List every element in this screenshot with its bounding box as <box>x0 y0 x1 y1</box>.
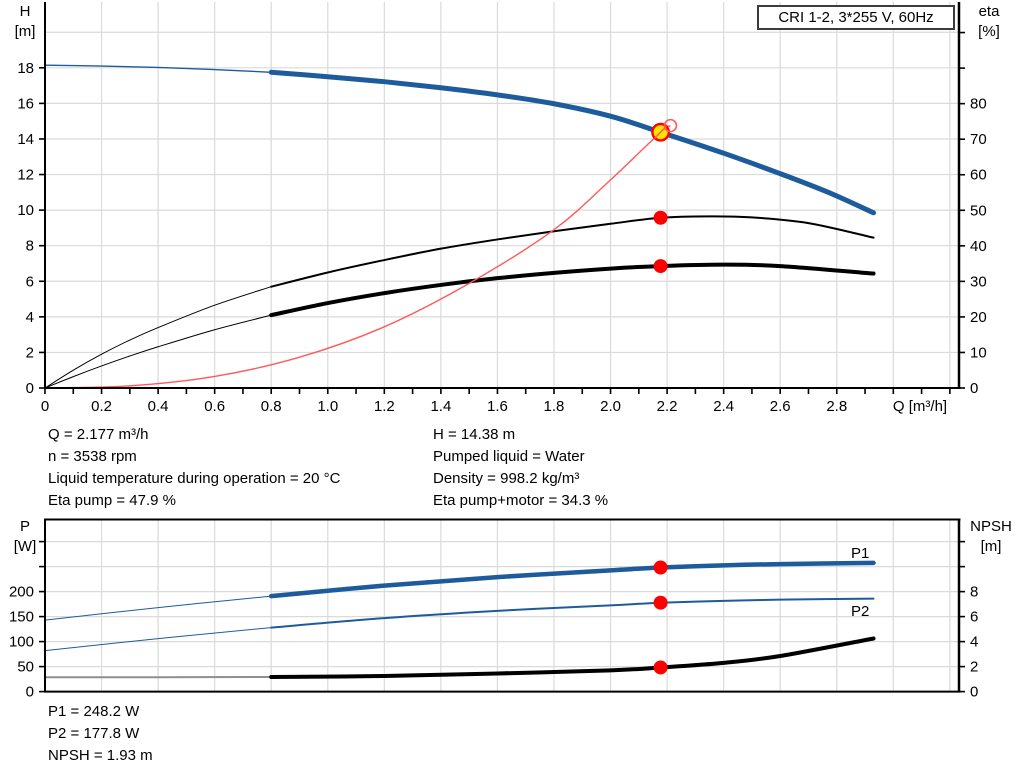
y-left-tick-label: 50 <box>17 659 34 676</box>
pump-head-curve-thin <box>44 64 272 73</box>
p2-curve-label: P2 <box>851 603 869 620</box>
duty-dot-p1 <box>653 560 668 575</box>
h-axis-title-line2: [m] <box>14 23 36 40</box>
h-axis-title: H [m] <box>6 2 44 42</box>
h-axis-title-line1: H <box>19 3 31 20</box>
annotation-n: n = 3538 rpm <box>48 448 137 465</box>
system-curve-end-marker <box>663 118 678 133</box>
y-right-tick-label: 30 <box>970 273 987 290</box>
x-tick-label: 1.4 <box>430 398 451 415</box>
y-right-tick-label: 50 <box>970 202 987 219</box>
y-right-tick-label: 6 <box>970 609 978 626</box>
annotation-p2: P2 = 177.8 W <box>48 725 140 742</box>
y-right-tick-label: 8 <box>970 584 978 601</box>
y-left-tick-label: 150 <box>9 609 34 626</box>
y-left-tick-label: 200 <box>9 584 34 601</box>
power-npsh-chart: 0 50 100 150 200 0 2 4 6 8 P1 P2 <box>9 518 978 701</box>
eta-pump-motor-curve-thin <box>44 314 272 389</box>
y-right-tick-label: 10 <box>970 344 987 361</box>
y-left-tick-label: 0 <box>26 380 34 397</box>
x-tick-label: 2.8 <box>826 398 847 415</box>
pump-head-curve <box>268 69 877 216</box>
npsh-curve <box>269 636 876 679</box>
npsh-axis-title-line1: NPSH <box>970 518 1012 535</box>
annotation-liquid-temp: Liquid temperature during operation = 20… <box>48 470 341 487</box>
duty-annotations-left: Q = 2.177 m³/h n = 3538 rpm Liquid tempe… <box>48 424 340 512</box>
x-tick-label: 2.4 <box>713 398 734 415</box>
duty-dot-p2 <box>653 595 668 610</box>
x-tick-label: 0.6 <box>204 398 225 415</box>
y-right-tick-label: 0 <box>970 380 978 397</box>
y-left-tick-label: 4 <box>26 309 34 326</box>
annotation-eta-pump-motor: Eta pump+motor = 34.3 % <box>433 492 609 509</box>
eta-axis-title-line1: eta <box>978 3 1000 20</box>
x-tick-label: 2.6 <box>770 398 791 415</box>
y-right-tick-label: 20 <box>970 309 987 326</box>
x-tick-label: 1.0 <box>317 398 338 415</box>
y-left-tick-label: 14 <box>17 131 34 148</box>
annotation-density: Density = 998.2 kg/m³ <box>433 470 580 487</box>
hq-performance-chart: 0 2 4 6 8 10 12 14 16 18 0 10 20 30 40 50 60 70 80 0 0.2 0.4 0… <box>17 2 987 415</box>
y-right-tick-label: 2 <box>970 659 978 676</box>
p1-curve-label: P1 <box>851 545 869 562</box>
y-left-tick-label: 12 <box>17 167 34 184</box>
system-curve <box>44 125 671 389</box>
y-right-tick-label: 60 <box>970 167 987 184</box>
eta-pump-curve <box>270 215 875 288</box>
annotation-h: H = 14.38 m <box>433 426 516 443</box>
p-axis-title-line2: [W] <box>13 538 37 555</box>
eta-axis-title: eta [%] <box>966 2 1012 42</box>
annotation-pumped-liquid: Pumped liquid = Water <box>433 448 585 465</box>
eta-pump-curve-thin <box>44 286 272 389</box>
x-tick-label: 1.8 <box>544 398 565 415</box>
p-axis-title: P [W] <box>6 517 44 557</box>
p2-curve-thin <box>44 627 272 652</box>
y-left-tick-label: 2 <box>26 344 34 361</box>
y-left-tick-label: 0 <box>26 684 34 701</box>
x-tick-label: 0.8 <box>261 398 282 415</box>
y-left-tick-label: 100 <box>9 634 34 651</box>
duty-dot-npsh <box>653 660 668 675</box>
x-tick-label: 2.2 <box>657 398 678 415</box>
x-axis-unit-label: Q [m³/h] <box>893 398 947 415</box>
chart-title-box: CRI 1-2, 3*255 V, 60Hz <box>757 5 955 30</box>
y-right-tick-label: 0 <box>970 684 978 701</box>
p2-curve <box>270 597 875 629</box>
annotation-p1: P1 = 248.2 W <box>48 703 140 720</box>
p1-curve-thin <box>44 595 272 621</box>
annotation-npsh: NPSH = 1.93 m <box>48 747 153 764</box>
y-left-tick-label: 16 <box>17 95 34 112</box>
duty-dot-eta-pump <box>653 210 668 225</box>
y-left-tick-label: 10 <box>17 202 34 219</box>
eta-axis-title-line2: [%] <box>978 23 1000 40</box>
y-right-tick-label: 40 <box>970 238 987 255</box>
eta-pump-motor-curve <box>269 262 876 318</box>
y-right-tick-label: 80 <box>970 96 987 113</box>
npsh-axis-title: NPSH [m] <box>962 517 1020 557</box>
annotation-eta-pump: Eta pump = 47.9 % <box>48 492 176 509</box>
x-tick-label: 2.0 <box>600 398 621 415</box>
duty-dot-eta-pump-motor <box>653 259 668 274</box>
x-tick-label: 0.4 <box>148 398 169 415</box>
y-left-tick-label: 18 <box>17 60 34 77</box>
y-right-tick-label: 4 <box>970 634 978 651</box>
x-tick-label: 1.2 <box>374 398 395 415</box>
y-right-tick-label: 70 <box>970 131 987 148</box>
x-tick-label: 0.2 <box>91 398 112 415</box>
annotation-q: Q = 2.177 m³/h <box>48 426 149 443</box>
p1-curve <box>268 560 876 599</box>
duty-annotations-right: H = 14.38 m Pumped liquid = Water Densit… <box>433 424 608 512</box>
duty-annotations-bottom: P1 = 248.2 W P2 = 177.8 W NPSH = 1.93 m <box>48 701 153 767</box>
npsh-axis-title-line2: [m] <box>980 538 1002 555</box>
x-tick-label: 0 <box>41 398 49 415</box>
p-axis-title-line1: P <box>19 518 30 535</box>
y-left-tick-label: 8 <box>26 238 34 255</box>
x-tick-label: 1.6 <box>487 398 508 415</box>
y-left-tick-label: 6 <box>26 273 34 290</box>
